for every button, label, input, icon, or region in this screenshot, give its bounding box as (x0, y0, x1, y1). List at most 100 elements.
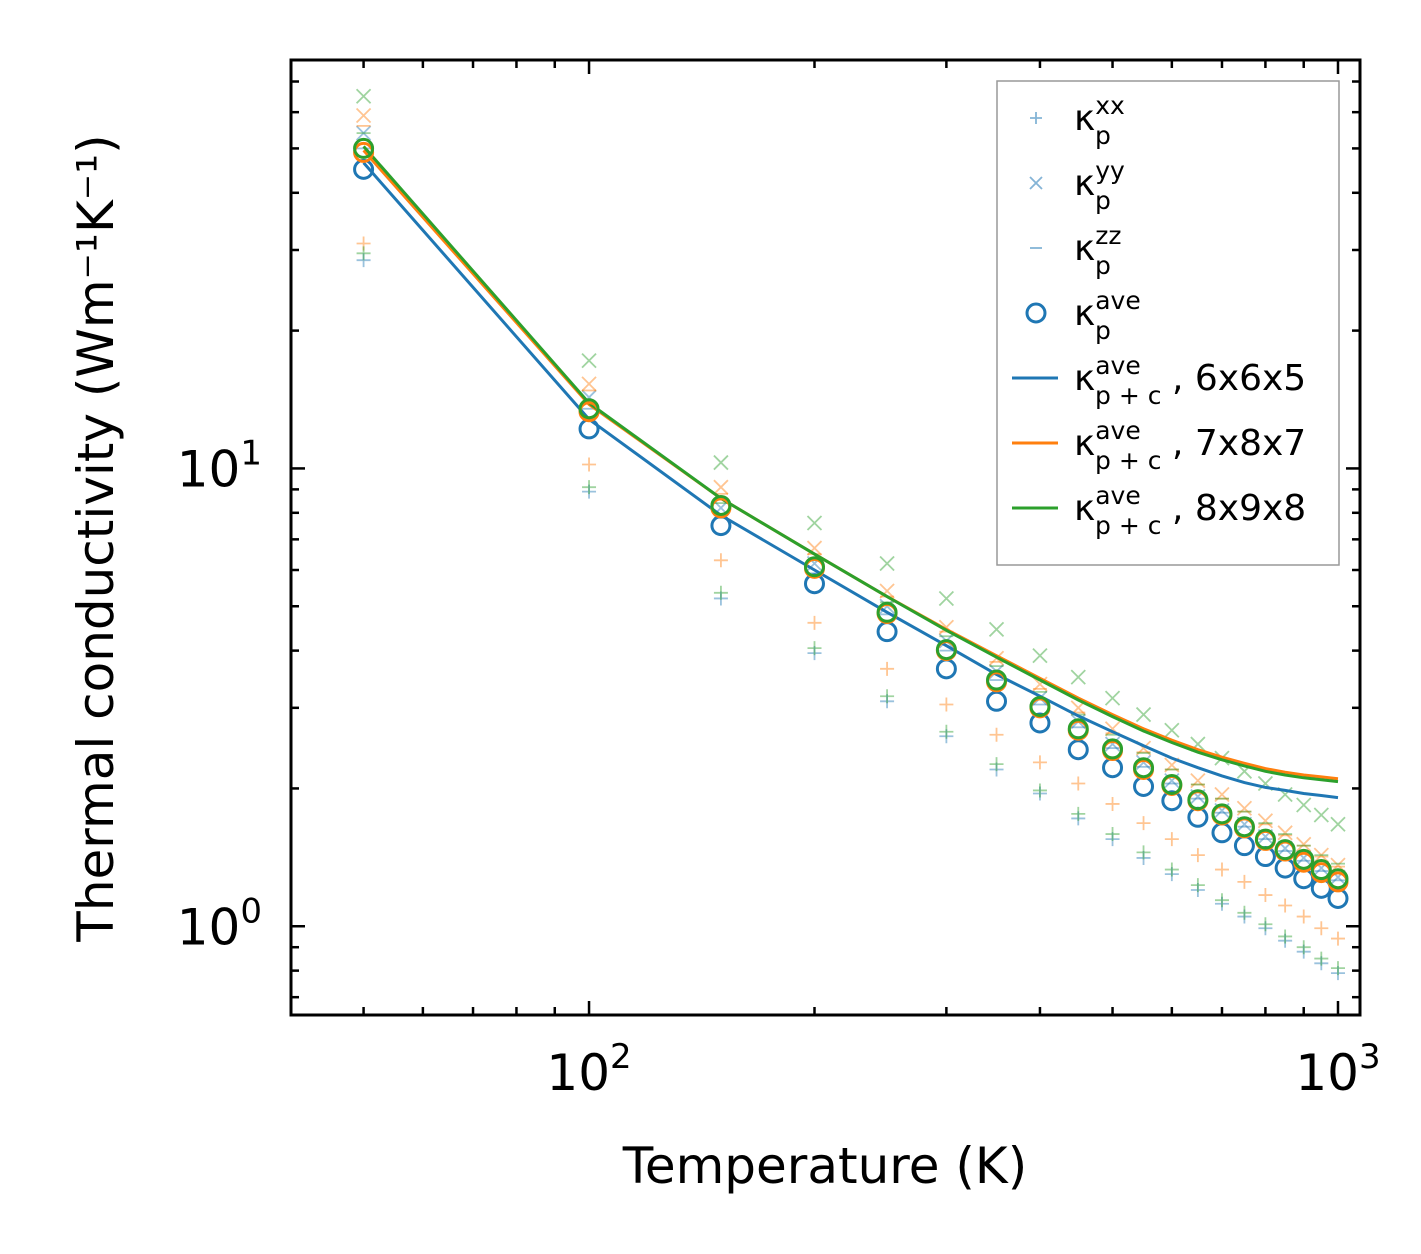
legend-label-superscript: ave (1095, 416, 1141, 445)
data-point (582, 480, 597, 495)
data-point (1104, 736, 1121, 752)
data-point (582, 457, 597, 472)
data-point-circle (935, 639, 957, 661)
legend-label-base: κ (1074, 228, 1095, 269)
data-point-circle (986, 690, 1008, 712)
data-point-circle (986, 669, 1008, 691)
data-point (713, 591, 728, 606)
y-axis-label: Thermal conductivity (Wm⁻¹K⁻¹) (67, 134, 125, 942)
data-point (1190, 773, 1206, 789)
legend-label-base: κ (1074, 98, 1095, 139)
data-point-circle (578, 398, 600, 420)
data-point (713, 479, 729, 495)
data-point-circle (1067, 739, 1089, 761)
legend-x-swatch (1029, 176, 1043, 190)
data-point (1214, 786, 1230, 803)
legend-entry: κzz p (1030, 221, 1121, 280)
legend-label-base: κ (1074, 358, 1095, 399)
data-point-circle (1067, 718, 1089, 740)
data-point (1105, 796, 1120, 811)
data-point-circle (1029, 695, 1051, 717)
legend-label-subscript: p + c (1095, 381, 1161, 410)
data-point (1314, 951, 1329, 966)
legend-entry: κave p + c , 6x6x5 (1012, 351, 1306, 410)
data-point (356, 246, 371, 261)
data-point (1071, 806, 1086, 821)
data-point-circle (1161, 790, 1183, 812)
data-point (356, 253, 371, 268)
data-point-circle (935, 658, 957, 680)
data-point (1313, 847, 1329, 863)
data-point (1296, 944, 1311, 959)
data-point-circle (1102, 757, 1124, 779)
data-point-circle (1293, 848, 1315, 870)
series-line-kappa-p-c-ave-6x6x5 (362, 161, 1339, 800)
data-point (582, 484, 597, 499)
data-point-circle (1327, 868, 1349, 890)
data-point (1071, 811, 1086, 826)
data-point (1136, 816, 1151, 831)
y-tick-label-base: 10 (177, 440, 241, 498)
legend-label-subscript: p (1095, 251, 1111, 280)
data-point (1257, 813, 1274, 829)
series-kappa-p-yy-7x8x7- (355, 107, 1346, 873)
data-point (1190, 848, 1205, 863)
data-point (1214, 893, 1229, 908)
data-point (989, 757, 1004, 772)
data-point (581, 376, 597, 392)
legend-label-suffix: , 8x9x8 (1172, 488, 1306, 529)
legend-plus-swatch (1030, 112, 1042, 124)
data-point (1136, 850, 1151, 865)
data-point (1104, 690, 1121, 706)
data-point (1277, 825, 1293, 841)
data-point (1190, 883, 1205, 898)
data-point-circle (1310, 859, 1332, 881)
data-point (1214, 862, 1229, 877)
data-point-circle (1187, 789, 1209, 811)
data-point-circle (710, 515, 732, 537)
data-point-circle (876, 601, 898, 623)
data-point (988, 621, 1005, 638)
legend-frame (996, 80, 1340, 566)
data-point (1296, 797, 1312, 813)
data-point (1214, 896, 1229, 911)
legend-label-superscript: yy (1095, 156, 1125, 185)
series-kappa-p-yy-8x9x8- (355, 88, 1346, 832)
legend-label-subscript: p (1095, 316, 1111, 345)
data-point (1032, 648, 1048, 664)
data-point (713, 585, 728, 600)
legend-label: κave p + c , 8x9x8 (1074, 481, 1306, 540)
data-point (713, 553, 728, 568)
data-point (1105, 827, 1120, 842)
data-point-circle (1211, 822, 1233, 844)
legend-label: κxx p (1074, 91, 1125, 150)
data-point (1164, 867, 1179, 882)
data-point-circle (1133, 757, 1155, 779)
data-point (355, 88, 372, 104)
legend-entry: κave p (1025, 286, 1141, 345)
legend-entry: κave p + c , 7x8x7 (1012, 416, 1306, 475)
legend-label-base: κ (1074, 488, 1095, 529)
x-tick-label-base: 10 (1295, 1044, 1359, 1102)
data-point (880, 694, 895, 709)
data-point-circle (710, 494, 732, 516)
data-point (1278, 933, 1293, 948)
data-point (1105, 832, 1120, 847)
data-point (880, 689, 895, 704)
legend-label-suffix: , 6x6x5 (1172, 358, 1306, 399)
y-tick-label: 101 (177, 433, 262, 498)
data-point (1314, 921, 1329, 936)
x-tick-label-exponent: 3 (1359, 1037, 1381, 1077)
series-kappa-p-ave-8x9x8- (353, 137, 1349, 890)
data-point (938, 590, 955, 607)
legend-label-superscript: zz (1095, 221, 1121, 250)
data-point (356, 236, 371, 251)
data-point-circle (1211, 803, 1233, 825)
data-point (879, 555, 895, 572)
legend-label: κzz p (1074, 221, 1121, 280)
legend-label-superscript: ave (1095, 286, 1141, 315)
x-tick-label: 102 (546, 1037, 631, 1102)
data-point-circle (578, 418, 600, 440)
